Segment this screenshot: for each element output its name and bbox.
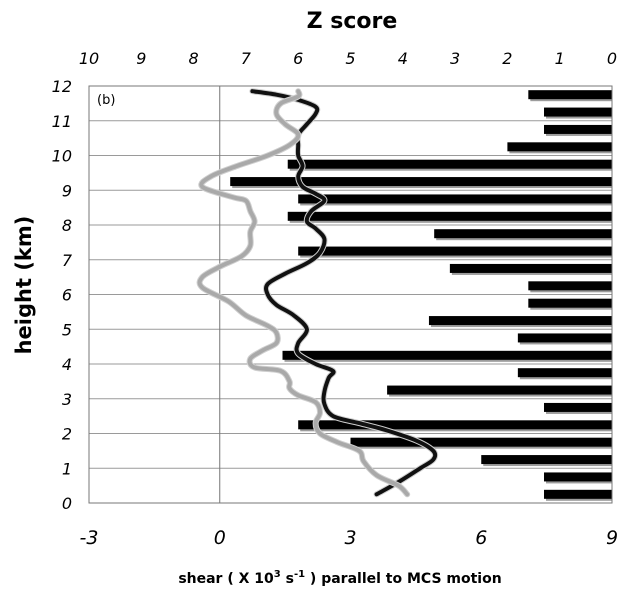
zscore-bar	[449, 263, 612, 273]
zscore-bar	[544, 489, 612, 499]
zscore-bar	[528, 90, 612, 100]
y-tick-label: 4	[62, 355, 72, 374]
z-tick-label: 2	[502, 49, 512, 68]
zscore-bar	[528, 281, 612, 291]
z-tick-label: 9	[136, 49, 146, 68]
zscore-bar	[287, 211, 612, 221]
zscore-bar	[528, 298, 612, 308]
plot-frame	[88, 85, 613, 504]
x-axis-title-sup2: -1	[294, 569, 305, 580]
z-tick-label: 3	[450, 49, 460, 68]
zscore-bar	[544, 124, 612, 134]
x-axis-title-sup1: 3	[274, 569, 281, 580]
shear-lines	[196, 88, 439, 498]
zscore-bar	[481, 455, 612, 465]
zscore-bar	[387, 385, 612, 395]
z-tick-label: 1	[555, 49, 565, 68]
y-tick-label: 1	[62, 459, 72, 478]
y-tick-label: 9	[62, 181, 72, 200]
z-tick-label: 6	[293, 49, 303, 68]
x-axis-title-mid: s	[281, 571, 294, 587]
x-tick-label: 9	[606, 527, 618, 549]
y-tick-label: 7	[62, 251, 73, 270]
y-tick-label: 0	[62, 494, 72, 513]
zscore-bar	[282, 350, 612, 360]
zscore-bar	[287, 159, 612, 169]
zscore-bar	[298, 194, 612, 204]
y-tick-label: 8	[62, 216, 72, 235]
x-axis-title-suffix: ) parallel to MCS motion	[305, 571, 502, 587]
x-tick-label: 6	[475, 527, 487, 549]
shear-line-0	[250, 89, 438, 497]
y-tick-label: 5	[62, 320, 72, 339]
z-tick-label: 4	[398, 49, 408, 68]
zscore-bars	[230, 90, 612, 501]
x-tick-label: 3	[344, 527, 356, 549]
zscore-bar	[428, 316, 612, 326]
z-tick-label: 0	[607, 49, 617, 68]
x-tick-label: 0	[214, 527, 226, 549]
y-tick-label: 11	[52, 112, 72, 131]
y-tick-label: 2	[62, 425, 72, 444]
zscore-bar	[517, 368, 612, 378]
z-tick-label: 7	[241, 49, 252, 68]
y-tick-label: 3	[62, 390, 72, 409]
plot-border	[88, 85, 613, 504]
zscore-bar	[230, 177, 612, 187]
z-tick-label: 5	[345, 49, 355, 68]
y-tick-label: 6	[62, 286, 72, 305]
grid-lines	[89, 86, 612, 503]
panel-label: (b)	[97, 93, 115, 108]
y-axis-title: height (km)	[12, 216, 36, 355]
zscore-bar	[298, 246, 612, 256]
x-tick-label: -3	[80, 527, 99, 549]
shear-line-1	[197, 89, 410, 497]
z-tick-label: 10	[79, 49, 99, 68]
y-tick-label: 10	[52, 147, 72, 166]
zscore-bar	[544, 107, 612, 117]
x-axis-title: shear ( X 103 s-1 ) parallel to MCS moti…	[178, 569, 501, 587]
zscore-bar	[517, 333, 612, 343]
x-axis-title-prefix: shear ( X 10	[178, 571, 274, 587]
zscore-bar	[544, 472, 612, 482]
zscore-bar	[434, 229, 612, 239]
y-tick-label: 12	[52, 77, 72, 96]
zscore-bar	[507, 142, 612, 152]
zscore-bar	[298, 420, 612, 430]
z-tick-label: 8	[189, 49, 199, 68]
zscore-bar	[544, 402, 612, 412]
top-axis-title: Z score	[307, 9, 398, 34]
zscore-bar	[350, 437, 612, 447]
